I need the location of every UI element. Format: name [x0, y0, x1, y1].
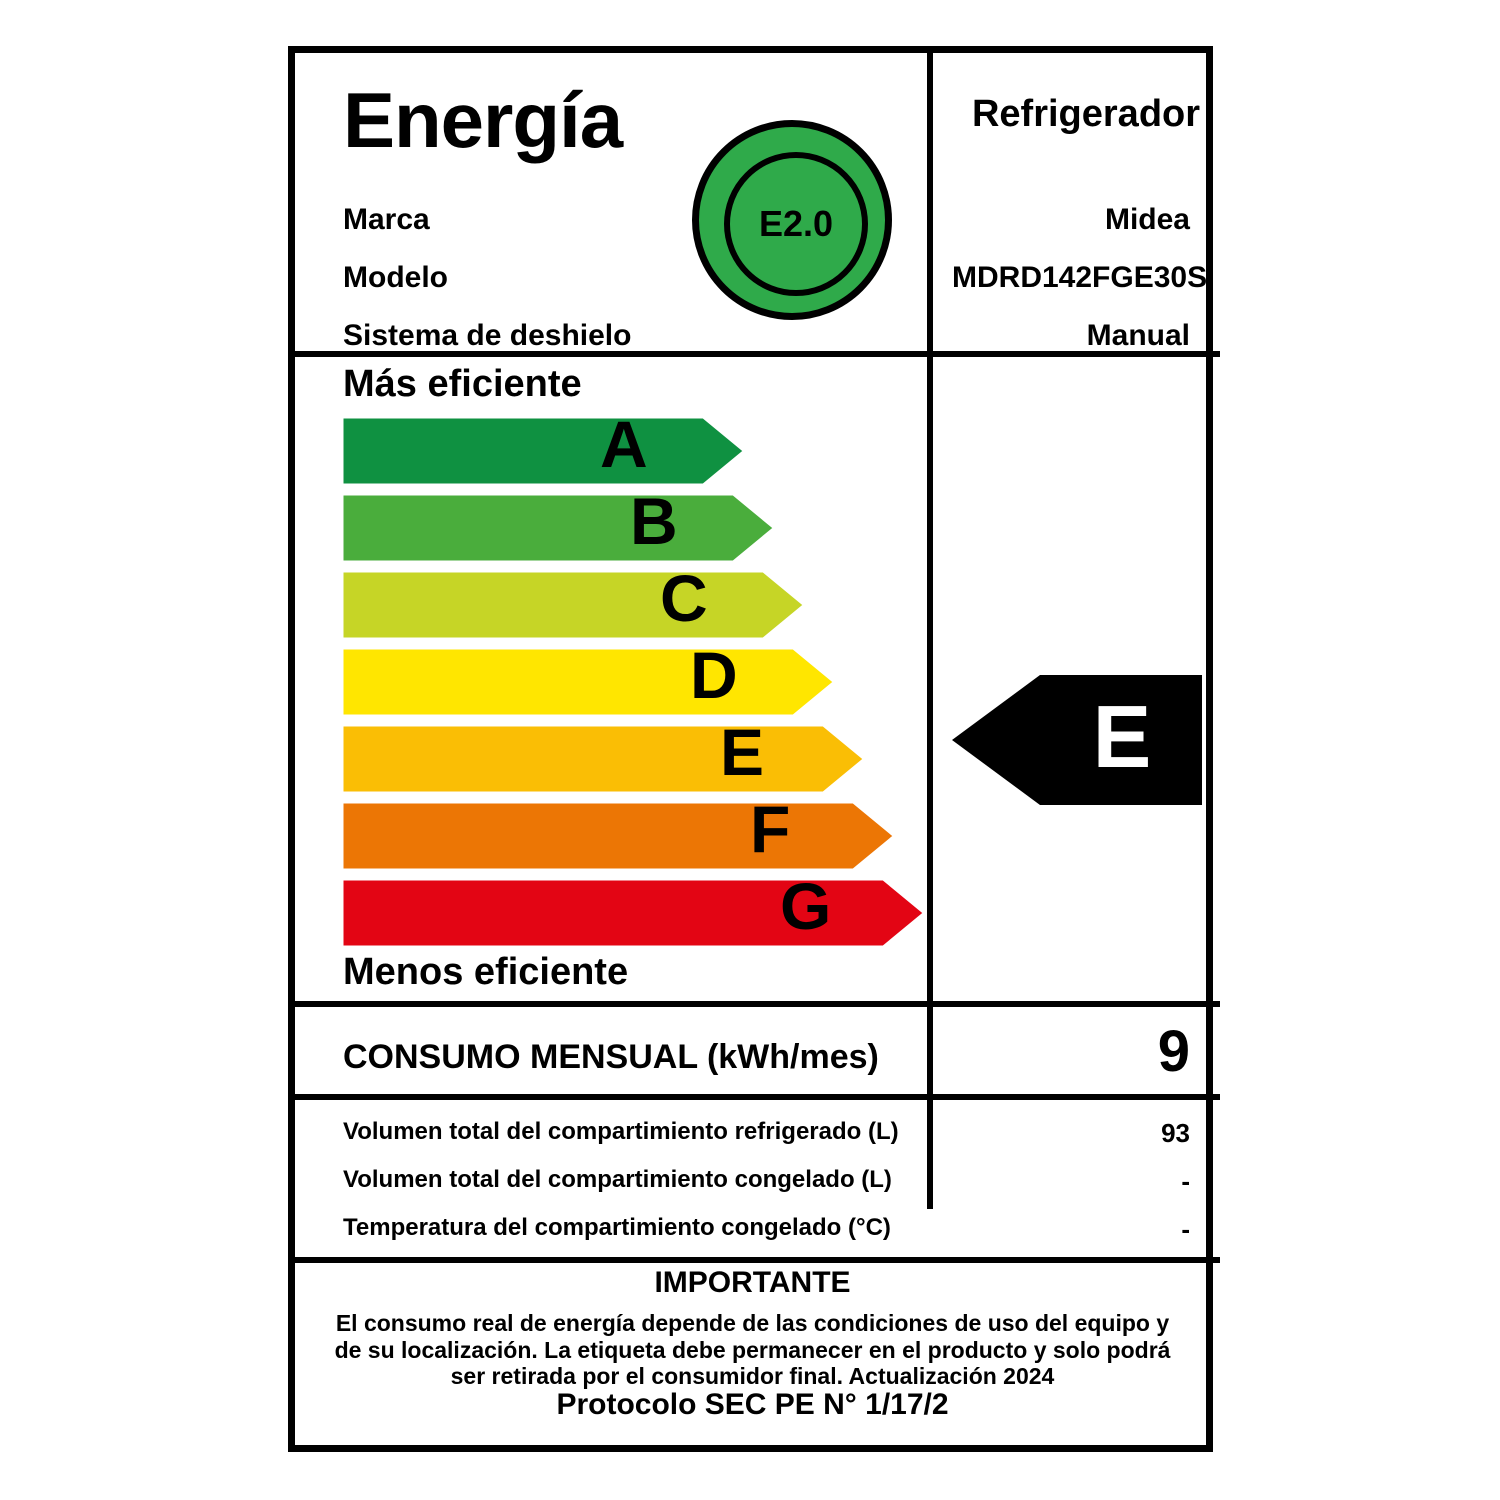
- svg-text:E: E: [1093, 687, 1152, 786]
